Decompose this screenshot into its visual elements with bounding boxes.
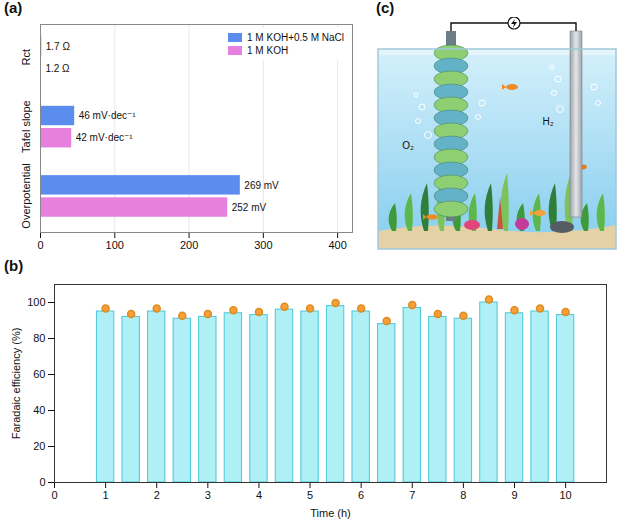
html-text:(a): (a): [4, 0, 23, 16]
svg-text:6: 6: [358, 489, 364, 501]
svg-text:0: 0: [37, 239, 43, 251]
svg-text:1.7 Ω: 1.7 Ω: [46, 41, 71, 52]
svg-text:400: 400: [328, 239, 346, 251]
svg-text:Time (h): Time (h): [310, 507, 351, 519]
svg-text:1: 1: [103, 489, 109, 501]
svg-text:1.2 Ω: 1.2 Ω: [45, 63, 70, 74]
svg-text:Tafel slope: Tafel slope: [20, 100, 32, 153]
svg-text:60: 60: [33, 368, 45, 380]
svg-text:40: 40: [33, 404, 45, 416]
svg-text:10: 10: [559, 489, 571, 501]
svg-text:80: 80: [33, 332, 45, 344]
svg-text:5: 5: [307, 489, 313, 501]
svg-text:0: 0: [39, 476, 45, 488]
svg-text:3: 3: [205, 489, 211, 501]
svg-text:46 mV·dec⁻¹: 46 mV·dec⁻¹: [79, 110, 137, 121]
svg-text:100: 100: [27, 296, 45, 308]
svg-text:Rct: Rct: [20, 49, 32, 66]
svg-text:Overpotential: Overpotential: [20, 163, 32, 228]
svg-text:20: 20: [33, 440, 45, 452]
svg-text:42 mV·dec⁻¹: 42 mV·dec⁻¹: [76, 132, 134, 143]
svg-text:200: 200: [180, 239, 198, 251]
svg-text:100: 100: [106, 239, 124, 251]
svg-text:4: 4: [256, 489, 262, 501]
svg-text:9: 9: [511, 489, 517, 501]
html-text:1 M KOH+0.5 M NaCl: 1 M KOH+0.5 M NaCl: [247, 32, 344, 43]
svg-text:269 mV: 269 mV: [244, 180, 279, 191]
html-text:(c): (c): [376, 0, 395, 16]
html-text:1 M KOH: 1 M KOH: [247, 45, 289, 56]
svg-text:O₂: O₂: [402, 140, 414, 151]
svg-text:2: 2: [154, 489, 160, 501]
html-text:(b): (b): [4, 257, 24, 274]
svg-text:H₂: H₂: [542, 116, 553, 127]
svg-text:Faradaic efficiency (%): Faradaic efficiency (%): [10, 328, 22, 440]
svg-text:0: 0: [51, 489, 57, 501]
svg-text:8: 8: [460, 489, 466, 501]
svg-text:7: 7: [409, 489, 415, 501]
svg-text:300: 300: [254, 239, 272, 251]
svg-text:252 mV: 252 mV: [232, 202, 267, 213]
